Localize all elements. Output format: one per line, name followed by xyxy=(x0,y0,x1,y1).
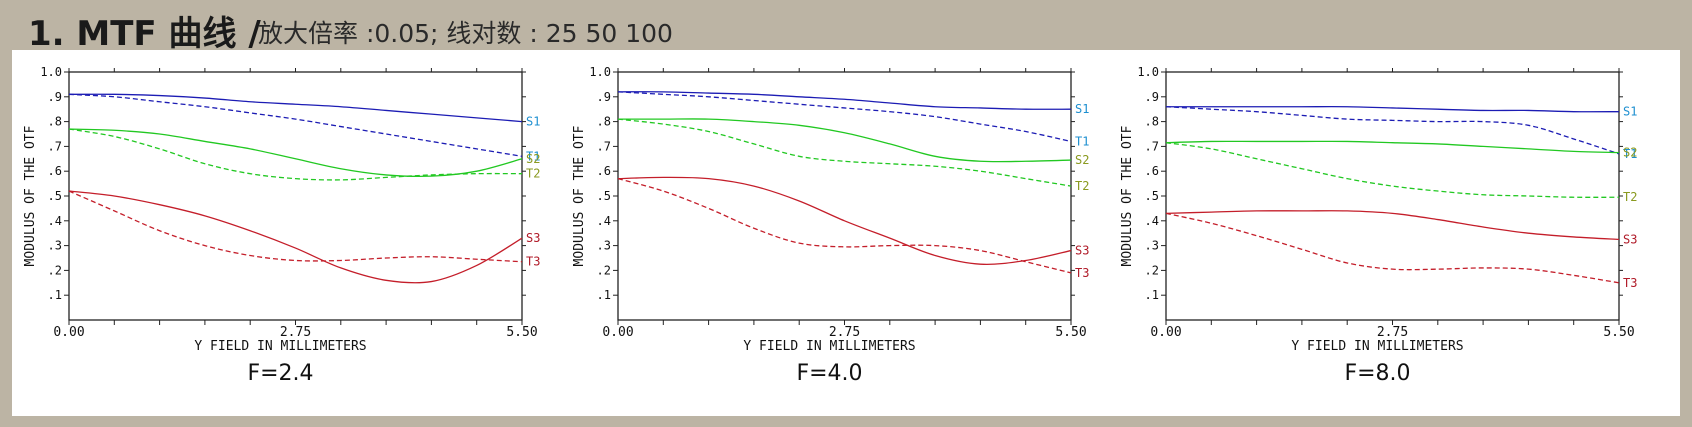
x-axis-label: Y FIELD IN MILLIMETERS xyxy=(194,339,366,354)
plot-frame xyxy=(68,71,523,321)
page-title: 1. MTF 曲线 / xyxy=(28,14,261,54)
y-tick-label: .4 xyxy=(597,214,611,228)
y-tick-label: .5 xyxy=(48,189,62,203)
x-tick-label: 0.00 xyxy=(53,325,84,340)
y-tick-label: .2 xyxy=(1145,263,1159,277)
series-line-t3 xyxy=(68,190,523,263)
x-tick-label: 5.50 xyxy=(1603,325,1634,340)
y-tick-label: .4 xyxy=(1145,214,1159,228)
figure-label: F=8.0 xyxy=(1344,361,1410,386)
series-label-s2: S2 xyxy=(1075,153,1089,167)
x-tick-label: 2.75 xyxy=(829,325,860,340)
y-axis-label: MODULUS OF THE OTF xyxy=(1120,125,1135,266)
x-axis-label: Y FIELD IN MILLIMETERS xyxy=(743,339,915,354)
y-axis-label: MODULUS OF THE OTF xyxy=(23,125,38,266)
series-line-s1 xyxy=(68,93,523,123)
series-line-t2 xyxy=(68,128,523,181)
y-tick-label: 1.0 xyxy=(40,65,62,79)
plot-frame xyxy=(1165,71,1620,321)
x-tick-label: 0.00 xyxy=(1150,325,1181,340)
x-tick-label: 5.50 xyxy=(506,325,537,340)
y-tick-label: .7 xyxy=(597,139,611,153)
y-tick-label: .6 xyxy=(1145,164,1159,178)
figure-label: F=2.4 xyxy=(247,361,313,386)
series-label-s3: S3 xyxy=(526,231,540,245)
series-label-s2: S2 xyxy=(526,152,540,166)
y-tick-label: .6 xyxy=(48,164,62,178)
series-label-s1: S1 xyxy=(526,115,540,129)
y-tick-label: .2 xyxy=(48,263,62,277)
series-label-t2: T2 xyxy=(526,167,540,181)
series-label-s1: S1 xyxy=(1075,102,1089,116)
series-label-t1: T1 xyxy=(526,149,540,163)
y-tick-label: .8 xyxy=(1145,115,1159,129)
y-tick-label: .9 xyxy=(1145,90,1159,104)
series-line-s3 xyxy=(617,176,1072,266)
series-line-s1 xyxy=(617,91,1072,110)
header: 1. MTF 曲线 / 放大倍率 :0.05; 线对数 : 25 50 100 xyxy=(0,0,1692,54)
series-line-t2 xyxy=(617,118,1072,187)
series-line-t1 xyxy=(617,91,1072,143)
series-label-t3: T3 xyxy=(1623,276,1637,290)
y-tick-label: .6 xyxy=(597,164,611,178)
y-tick-label: .9 xyxy=(48,90,62,104)
mtf-chart-3: .1 .2 .3 .4 .5 .6 .7 .8 .9 1.0 0.00 2.75 5.50 Y FIELD… xyxy=(1120,65,1637,386)
y-tick-label: .8 xyxy=(48,115,62,129)
mtf-chart-2: .1 .2 .3 .4 .5 .6 .7 .8 .9 1.0 0.00 2.75 5.50 Y FIELD… xyxy=(572,65,1089,386)
y-tick-label: .8 xyxy=(597,115,611,129)
series-line-s3 xyxy=(1165,210,1620,241)
mtf-chart-1: .1 .2 .3 .4 .5 .6 .7 .8 .9 1.0 0.00 2.75 5.50 Y FIELD… xyxy=(23,65,540,386)
series-line-t3 xyxy=(1165,212,1620,284)
y-tick-label: .1 xyxy=(597,288,611,302)
series-line-t2 xyxy=(1165,142,1620,198)
series-line-s1 xyxy=(1165,105,1620,113)
series-label-s3: S3 xyxy=(1075,244,1089,258)
x-tick-label: 5.50 xyxy=(1055,325,1086,340)
x-tick-label: 0.00 xyxy=(602,325,633,340)
series-label-t2: T2 xyxy=(1075,179,1089,193)
y-tick-label: 1.0 xyxy=(1137,65,1159,79)
series-label-t3: T3 xyxy=(1075,266,1089,280)
y-tick-label: .1 xyxy=(48,288,62,302)
series-line-s2 xyxy=(1165,140,1620,154)
series-label-t1: T1 xyxy=(1623,147,1637,161)
y-tick-label: .2 xyxy=(597,263,611,277)
y-tick-label: .3 xyxy=(48,239,62,253)
y-tick-label: .1 xyxy=(1145,288,1159,302)
series-label-t2: T2 xyxy=(1623,190,1637,204)
charts-panel: .1 .2 .3 .4 .5 .6 .7 .8 .9 1.0 0.00 2.75 5.50 Y FIELD… xyxy=(12,50,1680,416)
series-line-t3 xyxy=(617,178,1072,274)
y-tick-label: .7 xyxy=(48,139,62,153)
y-tick-label: .3 xyxy=(1145,239,1159,253)
y-tick-label: .5 xyxy=(1145,189,1159,203)
series-label-t1: T1 xyxy=(1075,134,1089,148)
y-tick-label: 1.0 xyxy=(589,65,611,79)
series-line-s2 xyxy=(68,128,523,178)
series-line-t1 xyxy=(1165,106,1620,155)
series-label-t3: T3 xyxy=(526,255,540,269)
y-tick-label: .4 xyxy=(48,214,62,228)
series-label-s3: S3 xyxy=(1623,232,1637,246)
series-line-s3 xyxy=(68,190,523,284)
y-axis-label: MODULUS OF THE OTF xyxy=(572,125,587,266)
series-line-s2 xyxy=(617,118,1072,163)
mtf-charts: .1 .2 .3 .4 .5 .6 .7 .8 .9 1.0 0.00 2.75 5.50 Y FIELD… xyxy=(23,65,1637,386)
y-tick-label: .7 xyxy=(1145,139,1159,153)
series-label-s1: S1 xyxy=(1623,105,1637,119)
y-tick-label: .9 xyxy=(597,90,611,104)
series-label-s2: S2 xyxy=(1623,146,1637,160)
y-tick-label: .5 xyxy=(597,189,611,203)
x-tick-label: 2.75 xyxy=(1377,325,1408,340)
y-tick-label: .3 xyxy=(597,239,611,253)
figure-label: F=4.0 xyxy=(796,361,862,386)
page-subtitle: 放大倍率 :0.05; 线对数 : 25 50 100 xyxy=(258,19,673,48)
x-axis-label: Y FIELD IN MILLIMETERS xyxy=(1291,339,1463,354)
x-tick-label: 2.75 xyxy=(280,325,311,340)
series-line-t1 xyxy=(68,93,523,157)
